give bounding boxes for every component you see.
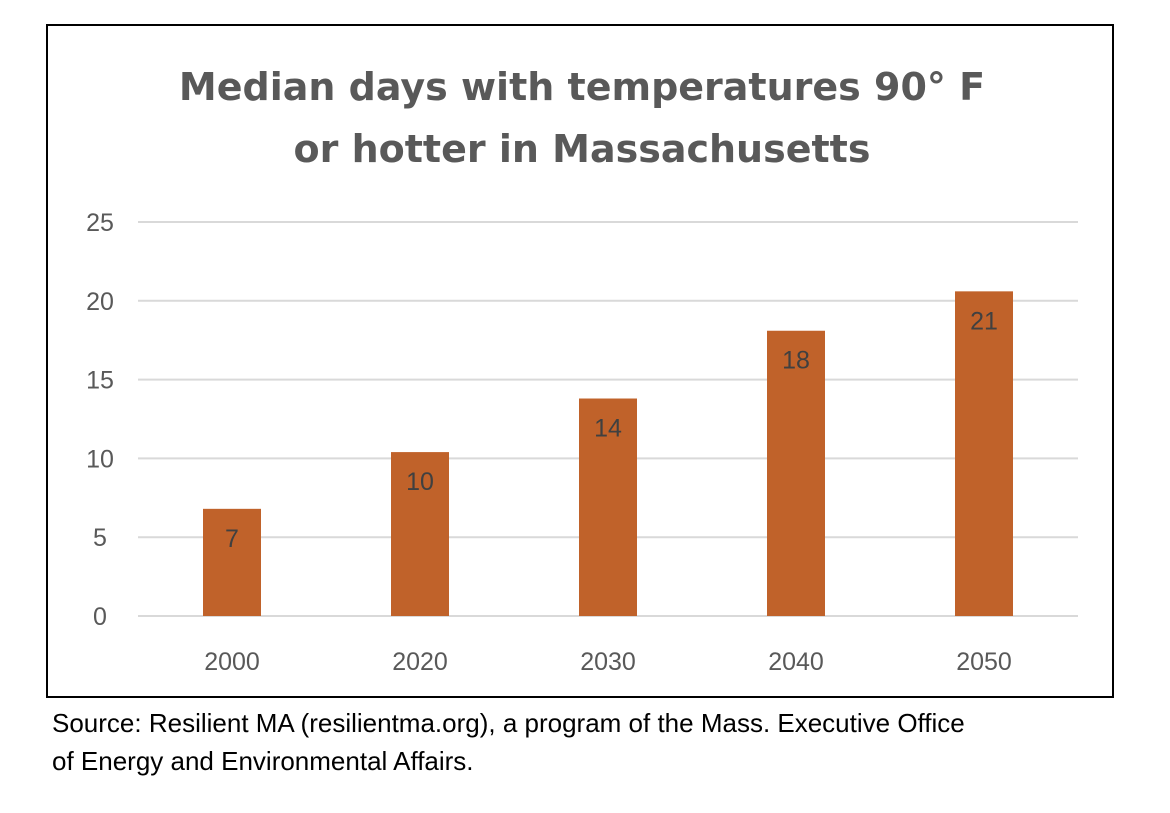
y-axis-tick-labels: 0 5 10 15 20 25 [86,209,114,631]
y-tick-label-15: 15 [86,367,114,395]
source-note: Source: Resilient MA (resilientma.org), … [52,704,1152,780]
data-label-2030: 14 [594,415,622,443]
source-note-line-2: of Energy and Environmental Affairs. [52,746,474,776]
x-tick-label-2000: 2000 [204,648,260,676]
bar-2040 [767,330,825,616]
y-tick-label-5: 5 [93,524,107,552]
x-axis-tick-labels: 2000 2020 2030 2040 2050 [204,648,1012,676]
source-note-line-1: Source: Resilient MA (resilientma.org), … [52,708,965,738]
chart-frame: Median days with temperatures 90° F or h… [46,24,1114,698]
x-tick-label-2040: 2040 [768,648,824,676]
bar-chart: Median days with temperatures 90° F or h… [86,65,1078,676]
data-label-2050: 21 [970,307,998,335]
data-labels: 7 10 14 18 21 [225,307,998,552]
bar-2030 [579,398,637,616]
y-tick-label-0: 0 [93,603,107,631]
x-tick-label-2020: 2020 [392,648,448,676]
chart-title-line-2: or hotter in Massachusetts [294,127,871,171]
bar-2050 [955,291,1013,616]
y-tick-label-10: 10 [86,445,114,473]
bar-2020 [391,452,449,616]
y-tick-label-25: 25 [86,209,114,237]
data-label-2020: 10 [406,468,434,496]
bar-2000 [203,508,261,616]
x-tick-label-2050: 2050 [956,648,1012,676]
chart-title-line-1: Median days with temperatures 90° F [179,65,985,109]
chart-title: Median days with temperatures 90° F or h… [179,65,985,171]
data-label-2040: 18 [782,347,810,375]
y-tick-label-20: 20 [86,288,114,316]
data-label-2000: 7 [225,525,239,553]
x-tick-label-2030: 2030 [580,648,636,676]
bars [203,291,1013,616]
